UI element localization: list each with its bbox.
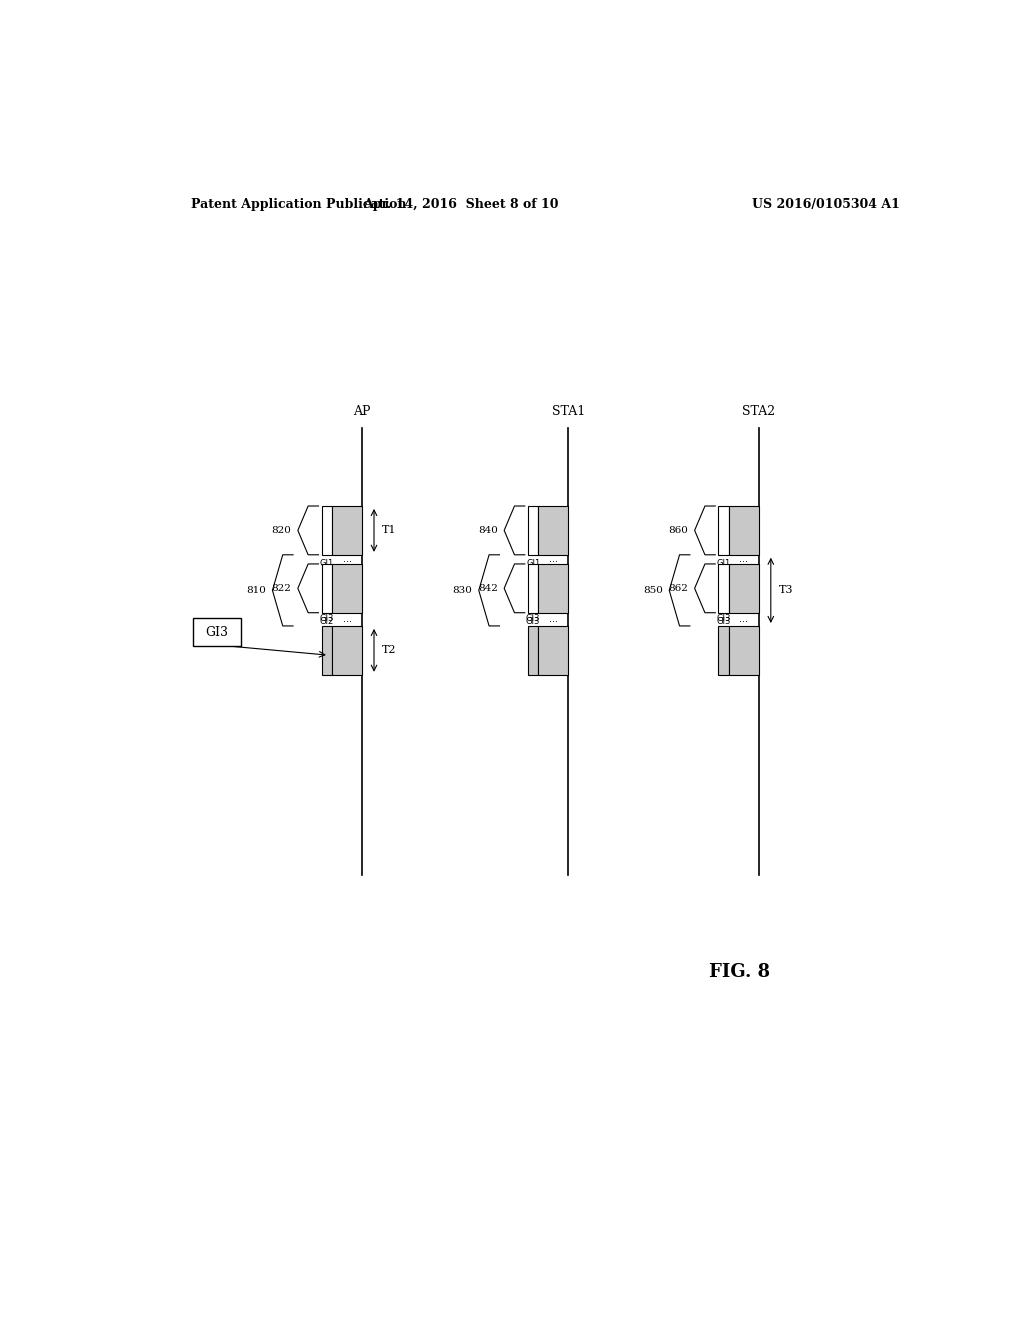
Text: GI3: GI3 — [526, 616, 541, 626]
Text: GI3: GI3 — [319, 614, 334, 623]
Bar — [322, 506, 332, 554]
Text: GI1: GI1 — [526, 558, 541, 568]
Text: 810: 810 — [246, 586, 266, 595]
Bar — [539, 506, 568, 554]
Text: 850: 850 — [643, 586, 663, 595]
Bar — [729, 626, 759, 675]
Bar — [719, 626, 729, 675]
Bar — [528, 626, 539, 675]
Text: GI3: GI3 — [717, 614, 731, 623]
Text: US 2016/0105304 A1: US 2016/0105304 A1 — [753, 198, 900, 211]
Text: ...: ... — [739, 554, 749, 565]
Text: FIG. 8: FIG. 8 — [709, 962, 770, 981]
Text: ...: ... — [739, 614, 749, 624]
Text: T3: T3 — [779, 585, 794, 595]
Text: Apr. 14, 2016  Sheet 8 of 10: Apr. 14, 2016 Sheet 8 of 10 — [364, 198, 559, 211]
Bar — [539, 626, 568, 675]
Text: 822: 822 — [271, 583, 292, 593]
Text: T1: T1 — [382, 525, 396, 536]
Text: 860: 860 — [669, 525, 688, 535]
Bar — [332, 506, 362, 554]
Bar — [719, 506, 729, 554]
Text: Patent Application Publication: Patent Application Publication — [191, 198, 407, 211]
Text: GI3: GI3 — [717, 616, 731, 626]
Text: ...: ... — [549, 614, 558, 624]
Bar — [528, 564, 539, 612]
Text: 842: 842 — [478, 583, 498, 593]
Text: T2: T2 — [382, 645, 396, 655]
Text: ...: ... — [343, 614, 351, 624]
Text: 830: 830 — [453, 586, 472, 595]
Bar — [322, 626, 332, 675]
Bar — [332, 626, 362, 675]
Text: 820: 820 — [271, 525, 292, 535]
Text: AP: AP — [353, 405, 371, 417]
Text: ...: ... — [549, 554, 558, 565]
Text: GI1: GI1 — [717, 558, 731, 568]
Text: GI1: GI1 — [319, 558, 334, 568]
Bar — [539, 564, 568, 612]
Bar — [322, 564, 332, 612]
Text: GI3: GI3 — [206, 626, 228, 639]
Text: STA2: STA2 — [742, 405, 775, 417]
Text: STA1: STA1 — [552, 405, 585, 417]
Bar — [729, 564, 759, 612]
Text: ...: ... — [343, 554, 351, 565]
Bar — [332, 564, 362, 612]
Bar — [528, 506, 539, 554]
Text: GI2: GI2 — [319, 616, 334, 626]
Text: 862: 862 — [669, 583, 688, 593]
Text: GI3: GI3 — [526, 614, 541, 623]
Bar — [194, 618, 241, 647]
Text: 840: 840 — [478, 525, 498, 535]
Bar — [729, 506, 759, 554]
Bar — [719, 564, 729, 612]
